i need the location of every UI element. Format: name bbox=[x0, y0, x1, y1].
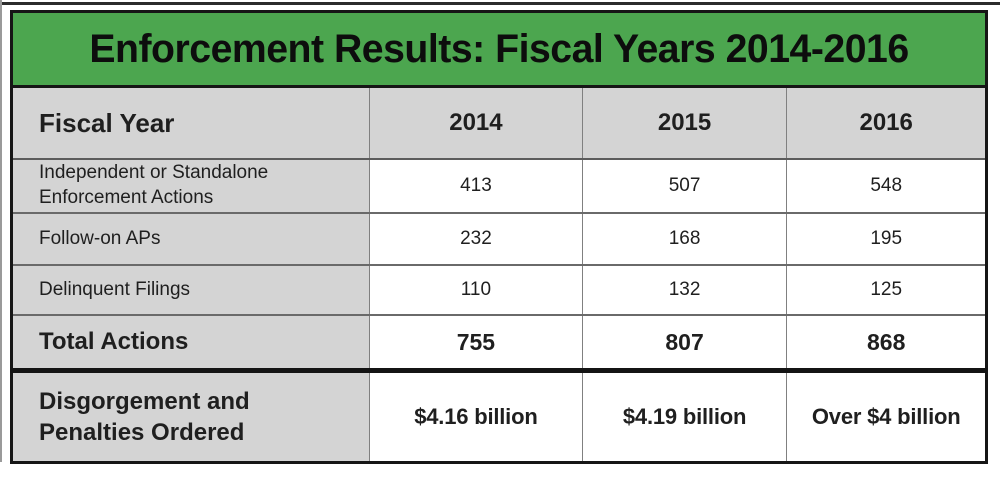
column-header-2014: 2014 bbox=[369, 88, 583, 159]
image-left-edge bbox=[0, 0, 2, 462]
cell-value-2016: 125 bbox=[786, 265, 987, 315]
cell-value-2015: $4.19 billion bbox=[581, 370, 787, 463]
column-header-fiscal-year: Fiscal Year bbox=[11, 88, 370, 159]
table-row-total-actions: Total Actions 755 807 868 bbox=[11, 315, 987, 371]
cell-value-2015: 168 bbox=[581, 213, 787, 265]
row-label: Follow-on APs bbox=[11, 213, 370, 265]
column-header-2015: 2015 bbox=[581, 88, 787, 159]
cell-value-2015: 807 bbox=[581, 315, 787, 371]
cell-value-2015: 507 bbox=[581, 159, 787, 213]
cell-value-2014: $4.16 billion bbox=[369, 370, 583, 463]
page-title: Enforcement Results: Fiscal Years 2014-2… bbox=[89, 26, 909, 71]
enforcement-results-table: Fiscal Year 2014 2015 2016 Independent o… bbox=[10, 88, 988, 464]
table-row-follow-on-aps: Follow-on APs 232 168 195 bbox=[11, 213, 987, 265]
row-label-text: Disgorgement and Penalties Ordered bbox=[39, 387, 250, 446]
cell-value-2016: 195 bbox=[786, 213, 987, 265]
title-banner: Enforcement Results: Fiscal Years 2014-2… bbox=[10, 10, 988, 88]
row-label: Total Actions bbox=[11, 315, 370, 371]
cell-value-2014: 232 bbox=[369, 213, 583, 265]
cell-value-2015: 132 bbox=[581, 265, 787, 315]
table-row-delinquent-filings: Delinquent Filings 110 132 125 bbox=[11, 265, 987, 315]
cell-value-2014: 413 bbox=[369, 159, 583, 213]
row-label-text: Delinquent Filings bbox=[39, 278, 191, 300]
cell-value-2016: Over $4 billion bbox=[786, 370, 987, 463]
cell-value-2016: 548 bbox=[786, 159, 987, 213]
enforcement-results-infographic: Enforcement Results: Fiscal Years 2014-2… bbox=[10, 10, 988, 464]
cell-value-2016: 868 bbox=[786, 315, 987, 371]
row-label: Delinquent Filings bbox=[11, 265, 370, 315]
row-label-text: Independent or Standalone Enforcement Ac… bbox=[39, 162, 269, 208]
row-label-text: Follow-on APs bbox=[39, 227, 161, 249]
column-header-2016: 2016 bbox=[786, 88, 987, 159]
row-label: Disgorgement and Penalties Ordered bbox=[11, 370, 370, 463]
table-row-independent-actions: Independent or Standalone Enforcement Ac… bbox=[11, 159, 987, 213]
row-label: Independent or Standalone Enforcement Ac… bbox=[11, 159, 370, 213]
table-row-disgorgement-penalties: Disgorgement and Penalties Ordered $4.16… bbox=[11, 370, 987, 463]
cell-value-2014: 755 bbox=[369, 315, 583, 371]
table-header-row: Fiscal Year 2014 2015 2016 bbox=[11, 88, 987, 159]
cell-value-2014: 110 bbox=[369, 265, 583, 315]
image-top-edge bbox=[0, 2, 1000, 5]
row-label-text: Total Actions bbox=[39, 328, 189, 356]
